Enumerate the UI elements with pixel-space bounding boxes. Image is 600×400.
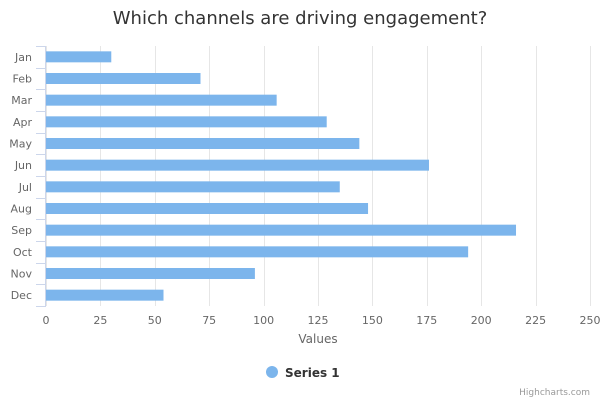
bar-feb[interactable] [46,73,201,84]
y-category-label: Apr [13,116,33,129]
bar-dec[interactable] [46,289,164,301]
bar-mar[interactable] [46,94,277,106]
grid-lines [46,46,591,306]
y-category-label: Oct [13,246,33,259]
y-category-label: Aug [11,203,32,216]
bar-aug[interactable] [46,203,369,214]
bar-may[interactable] [46,138,360,149]
x-tick-label: 150 [362,314,383,327]
x-tick-label: 75 [202,314,216,327]
x-tick-label: 225 [525,314,546,327]
y-category-label: May [9,138,32,151]
y-category-label: Sep [11,224,32,237]
x-tick-label: 175 [416,314,437,327]
bar-oct[interactable] [46,246,469,258]
x-tick-label: 0 [43,314,50,327]
credits-link[interactable]: Highcharts.com [519,388,590,398]
legend-series-marker[interactable] [266,366,278,378]
bar-jul[interactable] [46,181,340,193]
y-category-label: Feb [13,73,32,86]
y-category-label: Jul [18,181,32,194]
bar-nov[interactable] [46,268,255,279]
bar-sep[interactable] [46,224,517,236]
x-tick-label: 200 [471,314,492,327]
x-axis-title: Values [298,332,337,346]
bar-jun[interactable] [46,159,429,171]
x-tick-label: 100 [253,314,274,327]
x-tick-label: 25 [93,314,107,327]
x-tick-label: 125 [308,314,329,327]
bar-jan[interactable] [46,51,112,63]
x-tick-label: 250 [580,314,600,327]
x-tick-label: 50 [148,314,162,327]
legend[interactable]: Series 1 [266,366,340,380]
bar-apr[interactable] [46,116,327,128]
legend-series-label[interactable]: Series 1 [285,366,340,380]
y-category-label: Mar [11,94,32,107]
chart-title: Which channels are driving engagement? [113,8,488,29]
y-category-label: Jun [14,159,32,172]
y-category-label: Jan [14,51,32,64]
value-axis-ticks: 0 25 50 75 100 125 150 175 200 225 250 [43,314,600,327]
bar-series [46,51,517,301]
y-category-label: Nov [11,268,33,281]
category-axis: Jan Feb Mar Apr May Jun Jul Aug Sep Oct Nov Dec [9,46,46,307]
y-category-label: Dec [11,289,32,302]
